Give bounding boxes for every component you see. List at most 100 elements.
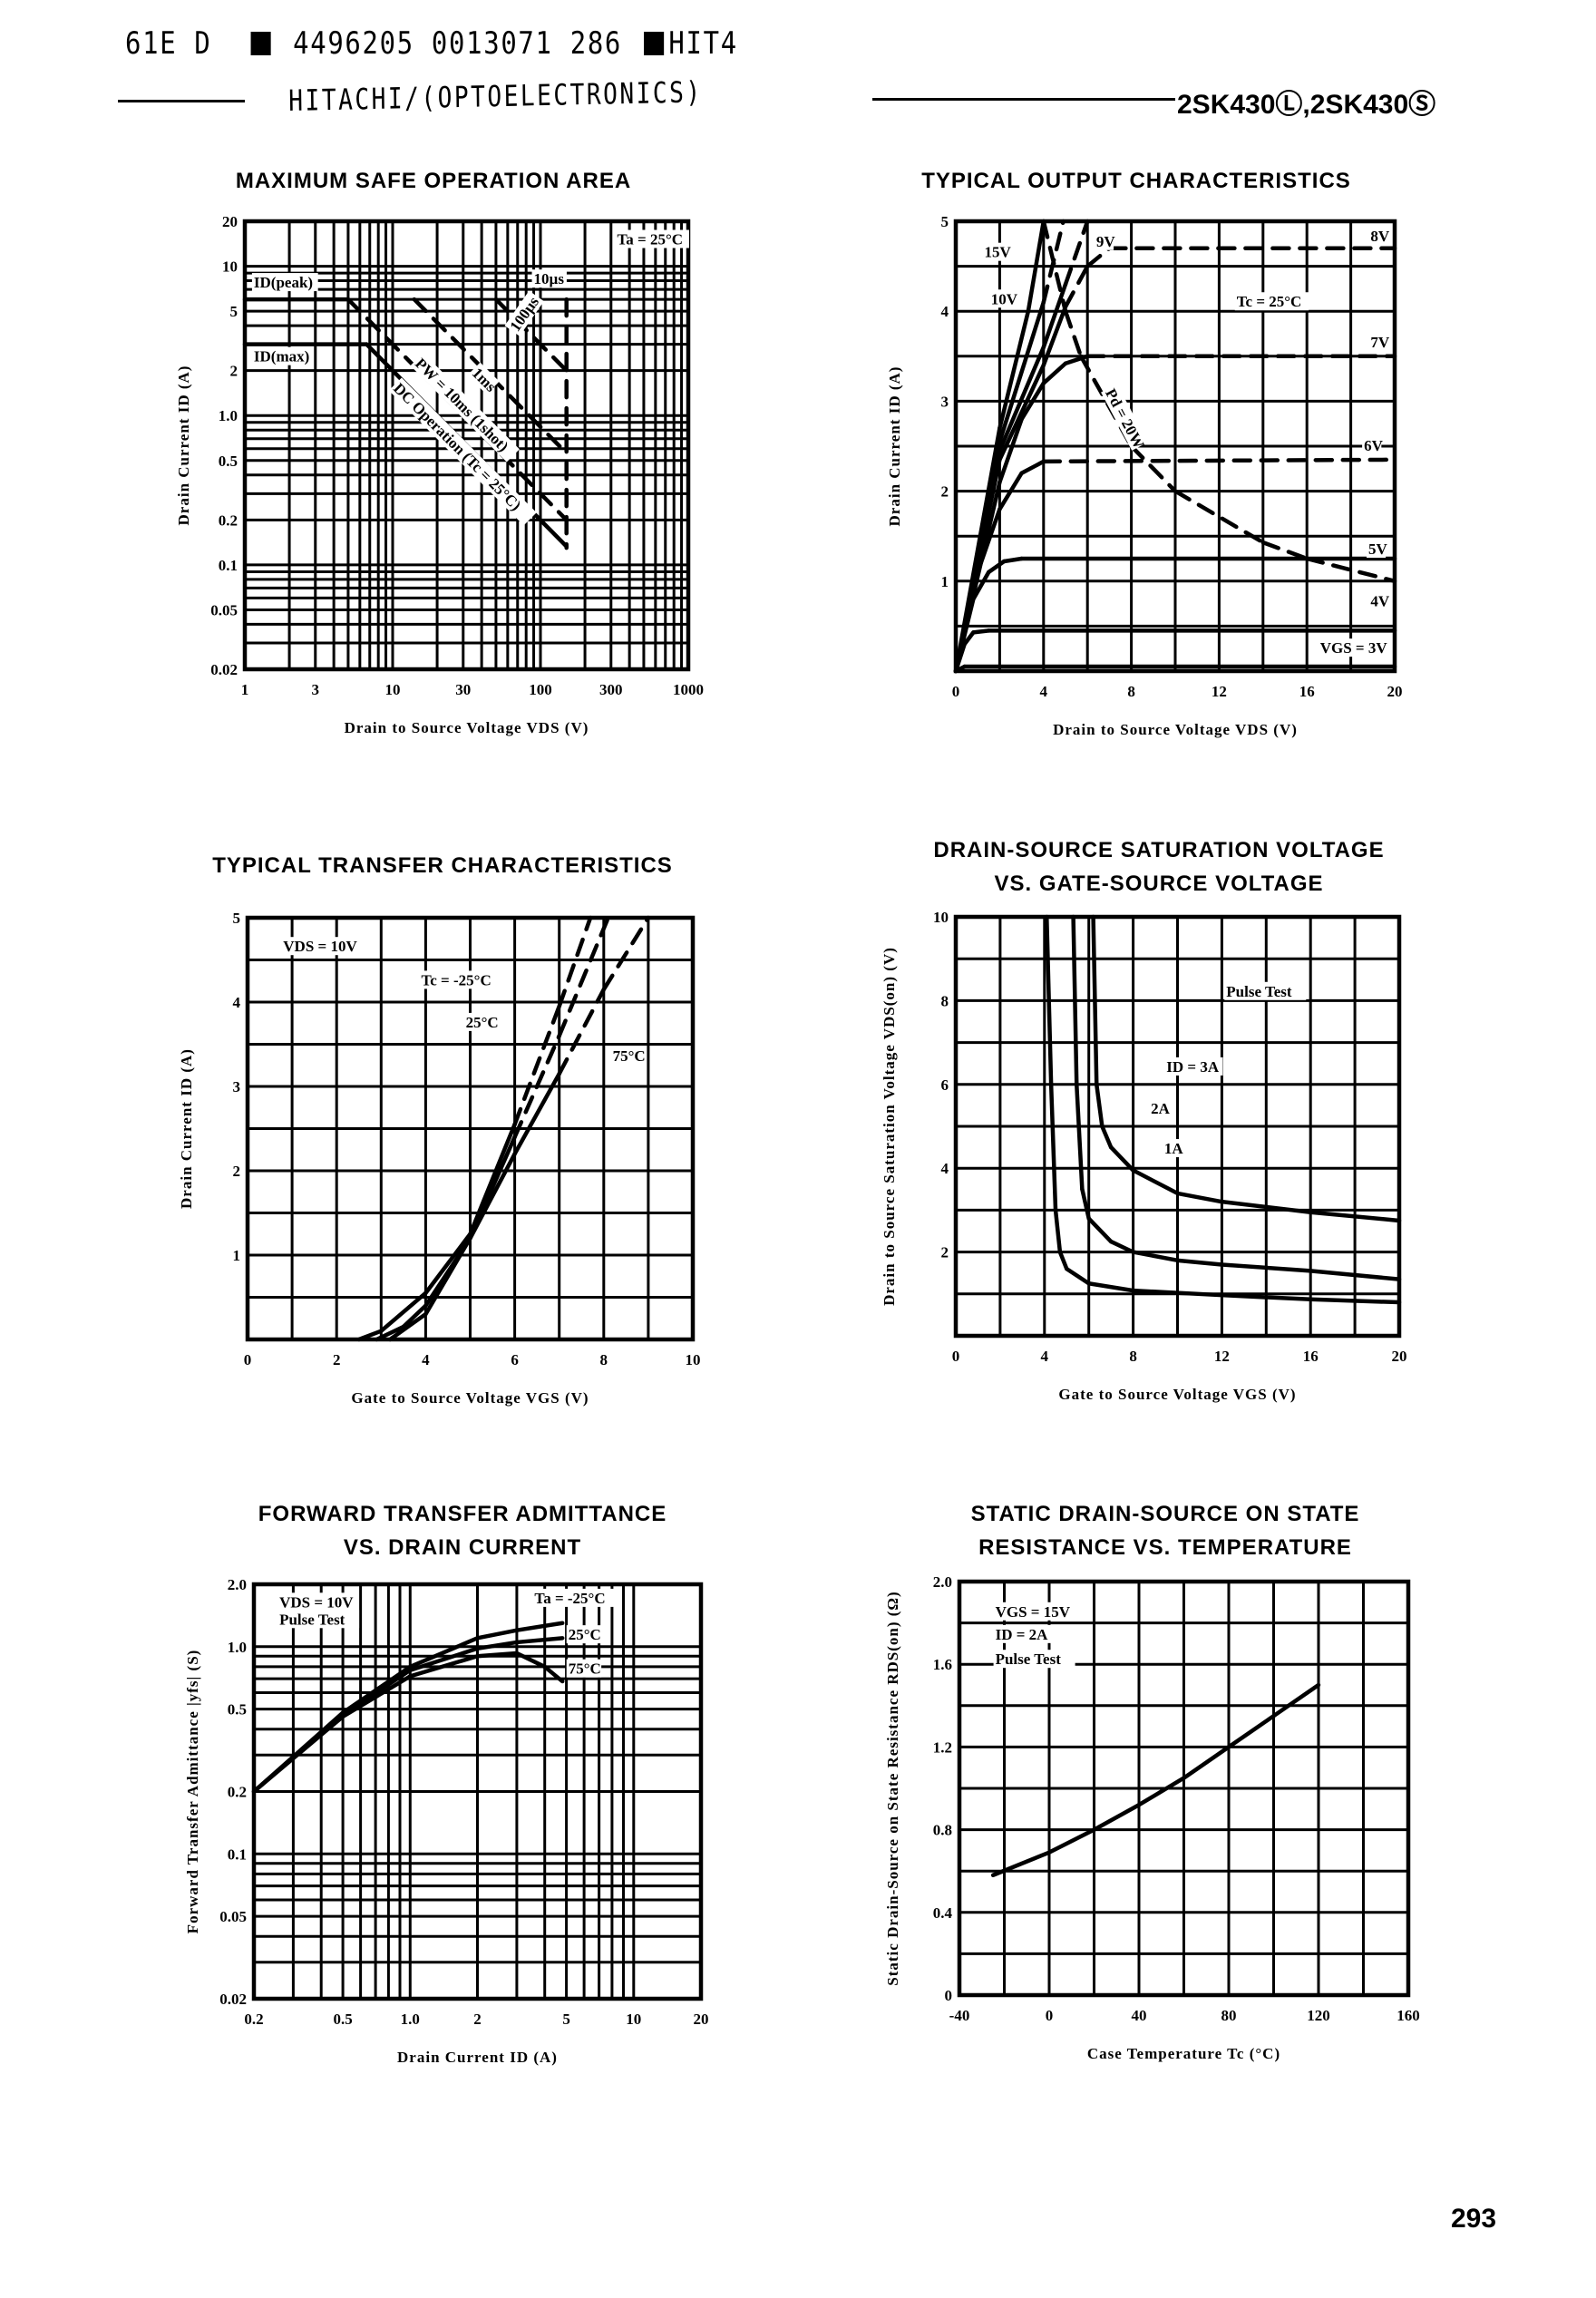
x-tick-label: 20 [694,2011,709,2028]
y-tick-label: 10 [933,909,949,926]
plot-frame [953,914,1402,1339]
curve-segment [998,363,1046,463]
header-code-mid: 4496205 0013071 286 [293,25,623,62]
y-tick-label: 5 [233,910,241,927]
curve-segment [1100,1124,1114,1150]
curve-segment [1175,1191,1224,1204]
x-tick-label: 5 [562,2011,570,2028]
annotation-background [467,362,500,394]
chart-annotation: Pulse Test [1226,983,1292,1000]
y-axis-label: Drain Current ID (A) [178,1048,195,1209]
chart-5: -40 0 40 80 120 160 0 0.4 0.8 1.2 1.6 2.0 Case Tempe… [884,1573,1420,2062]
curve-segment [408,1646,480,1672]
chart-annotation: 10µs [534,270,565,287]
curve-segment [1085,246,1112,268]
y-axis-label: Drain to Source Saturation Voltage VDS(o… [881,947,898,1306]
x-axis-label: Case Temperature Tc (°C) [1087,2045,1280,2062]
curve-segment [542,1664,565,1684]
annotation-background [1162,1139,1182,1158]
series-id-3a [1091,914,1402,1223]
curve-segment [1063,308,1084,359]
x-tick-label: 1000 [673,681,704,698]
y-tick-label: 10 [222,258,238,276]
curve-segment [998,416,1024,484]
series-2a [1071,914,1402,1281]
series-pw-10ms-1shot- [345,297,569,522]
y-tick-label: 1 [941,573,949,590]
chart-annotation: 6V [1364,437,1384,454]
annotation-background [1224,981,1307,1000]
series-15v [953,219,1046,674]
annotation-background [610,1047,647,1066]
curve-segment [990,1850,1052,1878]
curve-segment [998,308,1031,431]
curve-segment [557,915,593,1008]
chart-annotation: Tc = -25°C [421,971,491,988]
x-tick-label: -40 [949,2007,970,2024]
series-rds-on- [990,1682,1321,1878]
annotation-background [281,937,355,956]
curve-segment [1086,1216,1114,1244]
y-tick-label: 0.02 [210,661,238,678]
chart-annotation: 2A [1151,1100,1171,1117]
chart-title-line2: RESISTANCE VS. TEMPERATURE [978,1535,1352,1560]
curve-segment [998,345,1046,453]
y-tick-label: 3 [233,1078,241,1095]
curve-segment [408,1636,480,1670]
y-tick-label: 0.4 [933,1904,953,1922]
curve-segment [512,1071,561,1156]
chart-annotation: 5V [1368,540,1388,558]
annotation-background [988,289,1017,308]
x-tick-label: 6 [511,1351,519,1368]
curve-segment [1131,1288,1224,1298]
y-axis-label: Forward Transfer Admittance |yfs| (S) [184,1650,201,1934]
x-axis-label: Drain to Source Voltage VDS (V) [1053,721,1298,738]
chart-title-line2: VS. DRAIN CURRENT [343,1535,582,1560]
chart-title: MAXIMUM SAFE OPERATION AREA [235,169,632,193]
x-tick-label: 30 [455,681,471,698]
curve-segment [1308,1297,1402,1305]
y-tick-label: 6 [941,1076,949,1094]
curve-segment [1019,459,1046,476]
annotation-background [419,970,501,989]
annotation-background [1101,384,1148,451]
series-1a [1044,914,1402,1305]
curve-segment [1182,1745,1231,1780]
y-tick-label: 5 [230,303,238,320]
curve-segment [1063,219,1090,287]
curve-segment [971,570,991,601]
chart-annotation: 75°C [613,1047,646,1065]
curve-segment [557,915,610,1038]
annotation-background [1368,226,1388,245]
chart-annotation: VDS = 10V [283,938,357,955]
y-tick-label: 2.0 [228,1576,247,1593]
curve-segment [1071,914,1079,1087]
y-tick-label: 0.5 [228,1701,247,1719]
x-tick-label: 1 [241,681,249,698]
x-tick-label: 40 [1132,2007,1147,2024]
x-axis-label: Drain Current ID (A) [397,2049,558,2066]
curve-segment [1173,489,1266,545]
curve-segment [468,1122,517,1236]
series-75-c [251,1650,565,1794]
y-tick-label: 0.5 [219,453,238,470]
annotation-background [1318,638,1385,657]
annotation-background [277,1610,360,1629]
curve-segment [1041,361,1068,385]
annotation-background [993,1650,1075,1669]
header-code-left: 61E D [125,25,212,62]
y-tick-label: 1.6 [933,1656,952,1673]
annotation-background [277,1592,352,1612]
curve-segment [1304,556,1397,584]
annotation-background [504,290,544,336]
curve-segment [1041,304,1068,367]
chart-annotation: 25°C [569,1626,601,1643]
y-tick-label: 0.1 [219,557,238,574]
chart-annotation: 9V [1096,233,1116,250]
y-tick-label: 4 [941,1160,949,1177]
x-tick-label: 1.0 [401,2011,420,2028]
curve-segment [387,1311,428,1342]
y-tick-label: 0.2 [228,1784,247,1801]
